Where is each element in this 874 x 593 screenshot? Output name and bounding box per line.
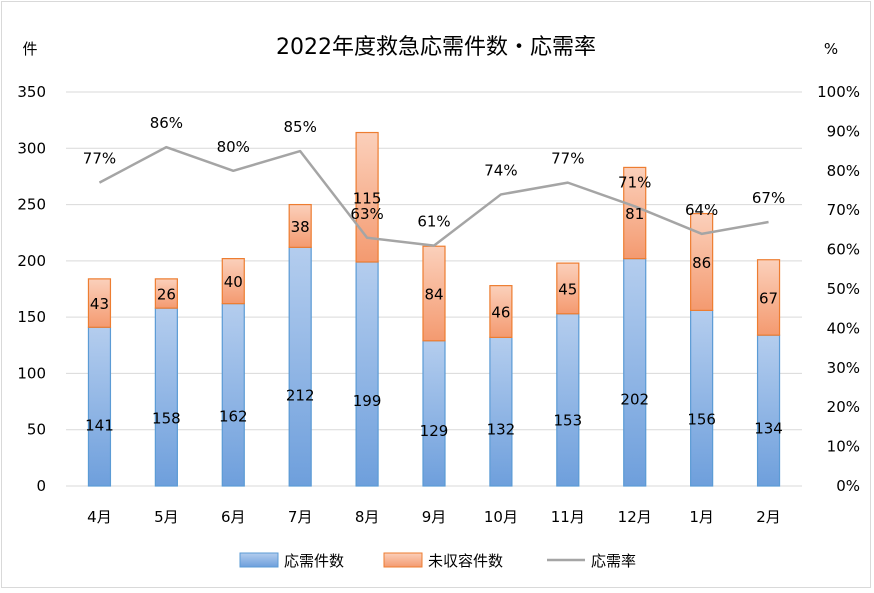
bar-応需件数 — [222, 304, 244, 486]
data-label-応需件数: 212 — [286, 386, 315, 404]
data-label-応需率: 86% — [150, 114, 183, 132]
data-label-未収容件数: 26 — [157, 286, 176, 304]
left-tick-label: 150 — [17, 308, 46, 326]
data-label-応需率: 77% — [83, 150, 116, 168]
bar-応需件数 — [490, 337, 512, 486]
data-label-未収容件数: 38 — [291, 218, 310, 236]
bar-応需件数 — [691, 310, 713, 486]
right-tick-label: 60% — [827, 241, 860, 259]
data-label-応需件数: 158 — [152, 409, 181, 427]
data-label-未収容件数: 86 — [692, 254, 711, 272]
data-label-応需率: 77% — [551, 150, 584, 168]
right-tick-label: 10% — [827, 438, 860, 456]
legend-label-未収容件数: 未収容件数 — [428, 552, 503, 570]
x-tick-label: 11月 — [551, 508, 585, 526]
bar-応需件数 — [624, 259, 646, 486]
data-label-応需件数: 141 — [85, 417, 114, 435]
bar-応需件数 — [155, 308, 177, 486]
data-label-未収容件数: 45 — [558, 280, 577, 298]
x-tick-label: 4月 — [87, 508, 112, 526]
left-axis-unit: 件 — [22, 40, 37, 58]
data-label-応需率: 61% — [417, 213, 450, 231]
data-label-応需件数: 134 — [754, 420, 783, 438]
legend-swatch-応需件数 — [240, 553, 278, 567]
x-tick-label: 7月 — [288, 508, 313, 526]
bar-応需件数 — [557, 314, 579, 486]
chart-title: 2022年度救急応需件数・応需率 — [276, 35, 596, 60]
data-label-応需件数: 162 — [219, 408, 248, 426]
x-tick-label: 1月 — [689, 508, 714, 526]
left-tick-label: 50 — [27, 421, 46, 439]
right-tick-label: 20% — [827, 398, 860, 416]
data-label-応需率: 71% — [618, 173, 651, 191]
right-tick-label: 30% — [827, 359, 860, 377]
right-tick-label: 50% — [827, 280, 860, 298]
left-tick-label: 200 — [17, 252, 46, 270]
right-axis-unit: % — [824, 40, 838, 58]
left-tick-label: 100 — [17, 364, 46, 382]
data-label-応需率: 64% — [685, 201, 718, 219]
x-tick-label: 12月 — [618, 508, 652, 526]
x-tick-label: 8月 — [355, 508, 380, 526]
data-label-応需件数: 202 — [620, 391, 649, 409]
x-tick-label: 9月 — [422, 508, 447, 526]
left-tick-label: 300 — [17, 139, 46, 157]
right-tick-label: 70% — [827, 201, 860, 219]
data-label-未収容件数: 81 — [625, 205, 644, 223]
bar-応需件数 — [289, 247, 311, 486]
right-tick-label: 100% — [817, 83, 860, 101]
data-label-応需率: 80% — [217, 138, 250, 156]
data-label-応需率: 85% — [284, 118, 317, 136]
data-label-応需件数: 132 — [487, 421, 516, 439]
line-応需率 — [99, 147, 768, 246]
data-label-応需率: 63% — [350, 205, 383, 223]
right-tick-label: 80% — [827, 162, 860, 180]
data-label-応需率: 74% — [484, 161, 517, 179]
left-tick-label: 250 — [17, 196, 46, 214]
data-label-未収容件数: 84 — [424, 286, 443, 304]
data-label-未収容件数: 43 — [90, 295, 109, 313]
right-tick-label: 0% — [836, 477, 860, 495]
data-label-未収容件数: 46 — [491, 304, 510, 322]
x-tick-label: 6月 — [221, 508, 246, 526]
left-tick-label: 0 — [36, 477, 46, 495]
data-label-応需件数: 153 — [553, 412, 582, 430]
data-label-応需率: 67% — [752, 189, 785, 207]
data-label-応需件数: 199 — [353, 392, 382, 410]
bar-応需件数 — [356, 262, 378, 486]
data-label-未収容件数: 67 — [759, 289, 778, 307]
bar-応需件数 — [88, 327, 110, 486]
legend-label-応需率: 応需率 — [591, 552, 636, 570]
data-label-応需件数: 156 — [687, 410, 716, 428]
right-tick-label: 40% — [827, 319, 860, 337]
data-label-未収容件数: 40 — [224, 273, 243, 291]
legend-swatch-未収容件数 — [384, 553, 422, 567]
x-tick-label: 5月 — [154, 508, 179, 526]
data-label-応需件数: 129 — [420, 422, 449, 440]
left-tick-label: 350 — [17, 83, 46, 101]
x-tick-label: 2月 — [756, 508, 781, 526]
x-tick-label: 10月 — [484, 508, 518, 526]
right-tick-label: 90% — [827, 122, 860, 140]
bar-応需件数 — [423, 341, 445, 486]
bar-応需件数 — [758, 335, 780, 486]
legend-label-応需件数: 応需件数 — [284, 552, 344, 570]
